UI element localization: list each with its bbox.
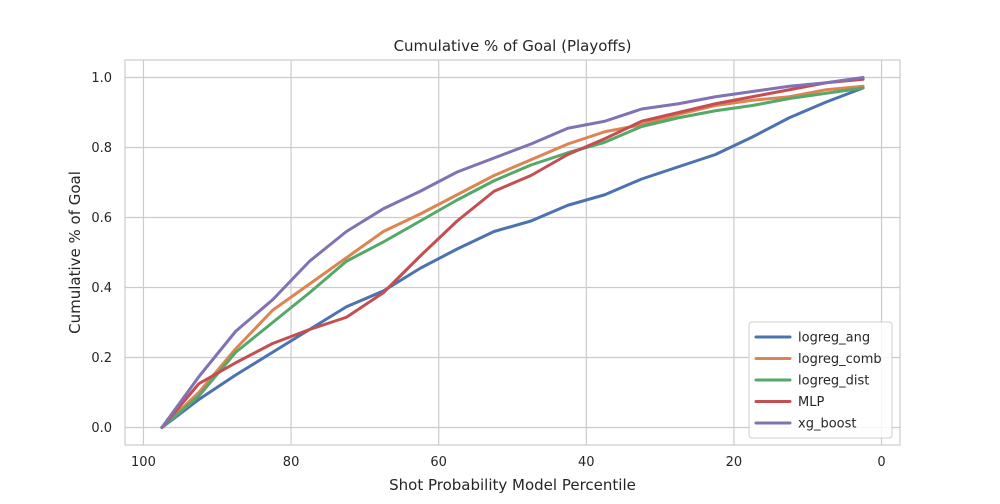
y-axis-label: Cumulative % of Goal (66, 171, 84, 334)
legend: logreg_ang logreg_comb logreg_dist MLP xg_bo… (748, 321, 893, 439)
legend-label: MLP (798, 395, 824, 410)
y-tick-label: 0.0 (91, 421, 112, 436)
x-tick-label: 80 (283, 455, 300, 470)
y-tick-label: 0.2 (91, 351, 112, 366)
series-line-logreg-dist (160, 86, 865, 429)
y-tick-label: 0.4 (91, 281, 112, 296)
series-lines (160, 76, 865, 429)
x-axis-ticks: 100 80 60 40 20 0 (131, 455, 886, 470)
y-tick-label: 0.8 (91, 141, 112, 156)
x-tick-label: 40 (578, 455, 595, 470)
series-line-xg-boost (160, 76, 865, 429)
x-tick-label: 100 (131, 455, 156, 470)
y-tick-label: 1.0 (91, 71, 112, 86)
y-axis-ticks: 0.0 0.2 0.4 0.6 0.8 1.0 (91, 71, 112, 436)
x-tick-label: 0 (877, 455, 885, 470)
series-line-logreg-ang (160, 86, 865, 429)
series-line-mlp (160, 77, 865, 429)
legend-label: logreg_dist (798, 374, 869, 389)
legend-label: xg_boost (798, 417, 856, 432)
legend-box (748, 321, 893, 439)
x-tick-label: 20 (726, 455, 743, 470)
legend-label: logreg_comb (798, 352, 882, 367)
series-line-logreg-comb (160, 84, 865, 429)
chart-title: Cumulative % of Goal (Playoffs) (394, 37, 632, 55)
x-axis-label: Shot Probability Model Percentile (389, 476, 636, 494)
y-tick-label: 0.6 (91, 211, 112, 226)
x-tick-label: 60 (430, 455, 447, 470)
legend-label: logreg_ang (798, 331, 870, 346)
